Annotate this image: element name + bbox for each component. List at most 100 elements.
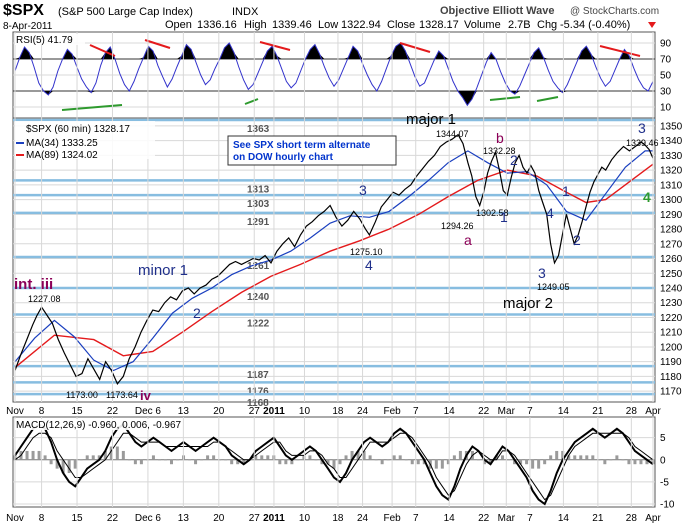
wave-4-minor: 4 xyxy=(365,257,373,273)
macd-histogram-bar xyxy=(302,455,306,460)
annotations: See SPX short term alternate on DOW hour… xyxy=(14,111,659,403)
x-tick-label-bottom: 10 xyxy=(299,513,311,524)
macd-histogram-bar xyxy=(206,455,210,460)
macd-histogram-bar xyxy=(543,459,547,465)
ma34-legend-text: MA(34) 1333.25 xyxy=(26,138,98,149)
macd-histogram-bar xyxy=(67,459,71,474)
price-y-tick-label: 1220 xyxy=(660,313,683,324)
price-y-tick-label: 1180 xyxy=(660,372,682,383)
x-tick-label-bottom: 7 xyxy=(413,513,419,524)
macd-histogram-bar xyxy=(368,455,372,460)
macd-histogram-bar xyxy=(212,455,216,460)
macd-histogram-bar xyxy=(284,459,288,465)
macd-histogram-bar xyxy=(236,459,240,465)
level-label: 1303 xyxy=(247,199,270,210)
macd-histogram-bar xyxy=(633,459,637,465)
macd-histogram-bar xyxy=(194,459,198,465)
x-tick-label: 15 xyxy=(71,406,83,417)
x-tick-label: 28 xyxy=(626,406,638,417)
x-tick-label-bottom: Apr xyxy=(645,513,661,524)
price-legend-text: $SPX (60 min) 1328.17 xyxy=(26,124,130,135)
x-tick-label-bottom: Nov xyxy=(6,513,24,524)
macd-histogram-bar xyxy=(446,459,450,465)
macd-histogram-bar xyxy=(296,459,300,461)
x-tick-label: 14 xyxy=(558,406,570,417)
low-label: Low xyxy=(318,19,338,31)
macd-histogram-bar xyxy=(326,459,330,465)
macd-histogram-bar xyxy=(176,459,180,461)
price-y-tick-label: 1330 xyxy=(660,151,683,162)
rsi-trend-line-green xyxy=(489,96,521,101)
macd-histogram-bar xyxy=(290,459,294,465)
macd-histogram-bar xyxy=(639,459,643,465)
rsi-trend-line-green xyxy=(536,96,559,102)
rsi-y-tick-label: 10 xyxy=(660,103,672,114)
macd-histogram-bar xyxy=(31,450,35,460)
macd-histogram-bar xyxy=(230,459,234,465)
price-y-tick-label: 1320 xyxy=(660,166,683,177)
x-tick-label: Dec 6 xyxy=(135,406,162,417)
price-y-tick-label: 1340 xyxy=(660,136,683,147)
price-y-tick-label: 1290 xyxy=(660,210,683,221)
x-tick-label-bottom: 22 xyxy=(478,513,490,524)
macd-histogram-bar xyxy=(145,459,149,461)
level-label: 1313 xyxy=(247,184,270,195)
note-line-2: on DOW hourly chart xyxy=(233,152,334,163)
x-tick-label-bottom: 14 xyxy=(444,513,456,524)
macd-histogram-bar xyxy=(157,459,161,461)
x-tick-label-bottom: Mar xyxy=(498,513,516,524)
high-value: 1339.46 xyxy=(272,19,312,31)
wave-4-minute: 4 xyxy=(546,205,554,221)
macd-histogram-bar xyxy=(537,459,541,469)
price-label-1302: 1302.58 xyxy=(476,208,509,218)
wave-3-minute: 3 xyxy=(638,120,646,136)
macd-histogram-bar xyxy=(278,459,282,465)
macd-histogram-bar xyxy=(561,450,565,460)
price-y-tick-label: 1270 xyxy=(660,239,683,250)
macd-histogram-bar xyxy=(567,455,571,460)
price-y-tick-label: 1170 xyxy=(660,387,682,398)
macd-histogram-bar xyxy=(579,455,583,460)
macd-histogram-bar xyxy=(519,459,523,465)
price-y-tick-label: 1350 xyxy=(660,121,683,132)
label-major-2: major 2 xyxy=(503,295,553,312)
price-y-tick-label: 1230 xyxy=(660,298,683,309)
macd-histogram-bar xyxy=(25,450,29,460)
price-label-1294: 1294.26 xyxy=(441,221,474,231)
x-tick-label-bottom: 20 xyxy=(213,513,225,524)
macd-histogram-bar xyxy=(495,455,499,460)
x-tick-label: 7 xyxy=(413,406,419,417)
macd-y-tick-label: 0 xyxy=(660,455,666,466)
macd-histogram-bar xyxy=(386,459,390,461)
rsi-y-tick-label: 30 xyxy=(660,87,672,98)
rsi-y-tick-label: 90 xyxy=(660,39,672,50)
x-tick-label-bottom: 14 xyxy=(558,513,570,524)
level-label: 1168 xyxy=(247,398,269,409)
macd-histogram-bar xyxy=(501,455,505,460)
wave-1-minute: 1 xyxy=(500,209,508,225)
rsi-legend: RSI(5) 41.79 xyxy=(15,34,85,46)
wave-3-minor: 3 xyxy=(359,182,367,198)
rsi-line xyxy=(14,42,654,107)
x-tick-label: Nov xyxy=(6,406,24,417)
price-y-tick-label: 1250 xyxy=(660,269,683,280)
symbol-name: (S&P 500 Large Cap Index) xyxy=(58,6,193,18)
x-tick-label-bottom: Feb xyxy=(383,513,401,524)
x-tick-label-bottom: 2011 xyxy=(263,513,285,524)
x-tick-label-bottom: 28 xyxy=(626,513,638,524)
wave-a: a xyxy=(464,232,472,248)
macd-histogram-bar xyxy=(200,459,204,461)
x-tick-label: 22 xyxy=(107,406,119,417)
x-tick-label-bottom: 7 xyxy=(527,513,533,524)
macd-title: MACD(12,26,9) -0.960, 0.006, -0.967 xyxy=(16,420,182,431)
chart-date: 8-Apr-2011 xyxy=(3,21,53,32)
rsi-y-tick-label: 70 xyxy=(660,55,672,66)
rsi-y-tick-label: 50 xyxy=(660,71,672,82)
macd-histogram-bar xyxy=(37,450,41,460)
exchange-label: INDX xyxy=(232,6,259,18)
macd-histogram-bar xyxy=(254,455,258,460)
macd-histogram-bar xyxy=(398,455,402,460)
x-tick-label: Mar xyxy=(498,406,516,417)
x-tick-label: Apr xyxy=(645,406,661,417)
macd-histogram-bar xyxy=(338,459,342,465)
